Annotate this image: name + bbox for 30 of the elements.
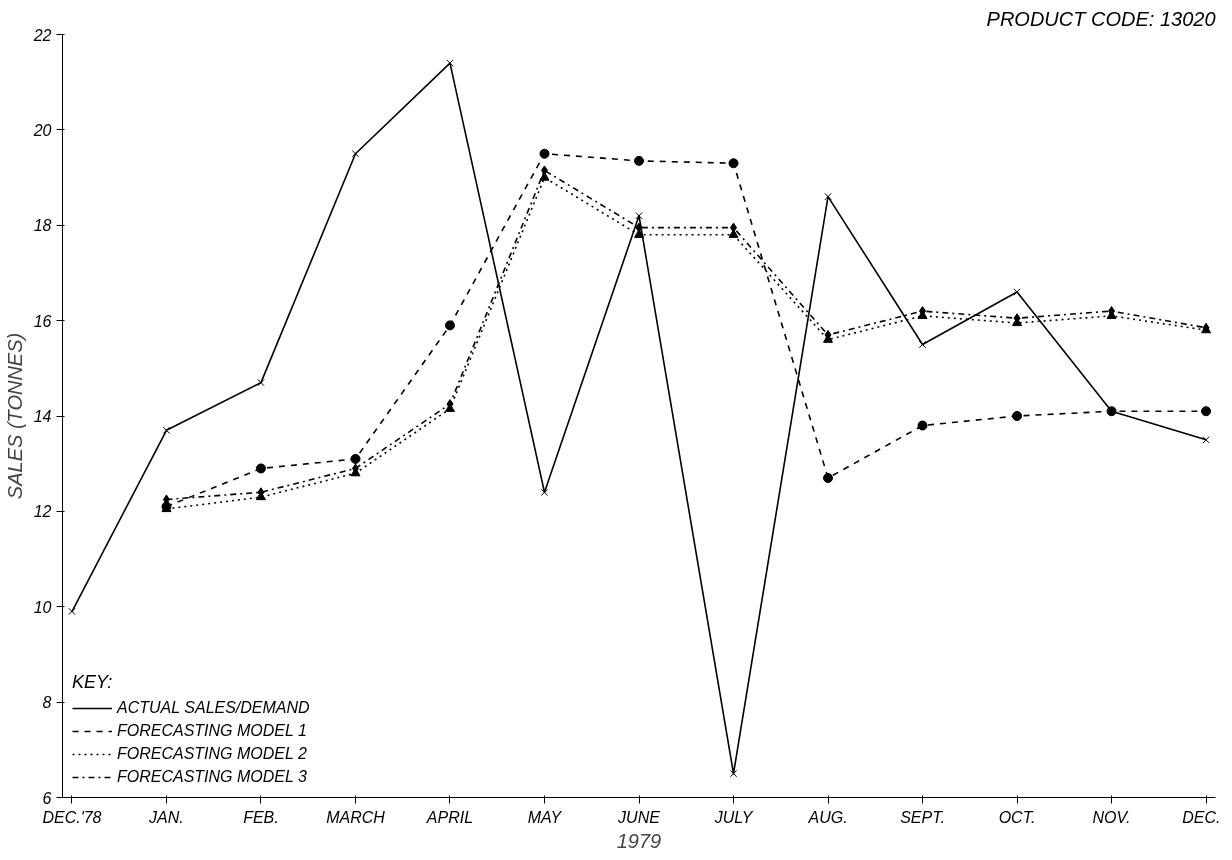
x-tick-label: MAY	[527, 808, 563, 826]
y-tick-label: 12	[33, 503, 52, 521]
x-axis-title: 1979	[616, 829, 662, 852]
y-tick-label: 6	[42, 789, 52, 807]
x-tick-label: SEPT.	[900, 808, 945, 826]
x-tick-label: JUNE	[617, 808, 661, 826]
legend-title: KEY:	[72, 672, 114, 693]
x-tick-label: DEC.	[1182, 808, 1221, 826]
legend-label: FORECASTING MODEL 1	[117, 722, 307, 740]
x-tick-label: MARCH	[326, 808, 386, 826]
y-tick-label: 20	[32, 121, 52, 139]
x-tick-label: JULY	[713, 808, 754, 826]
x-tick-label: NOV.	[1092, 808, 1131, 826]
y-tick-label: 14	[33, 408, 52, 425]
x-tick-label: APRIL	[425, 808, 474, 826]
legend-label: FORECASTING MODEL 3	[117, 768, 307, 786]
y-tick-label: 22	[32, 26, 52, 44]
y-tick-label: 10	[33, 598, 52, 616]
y-axis-title: SALES (TONNES)	[3, 332, 26, 500]
y-tick-label: 18	[33, 217, 52, 235]
x-tick-label: DEC.'78	[42, 808, 102, 826]
x-tick-label: OCT.	[998, 808, 1036, 826]
legend-label: ACTUAL SALES/DEMAND	[117, 699, 310, 717]
legend-label: FORECASTING MODEL 2	[117, 745, 307, 763]
x-tick-label: AUG.	[807, 808, 848, 826]
chart-title: PRODUCT CODE: 13020	[986, 7, 1216, 30]
y-tick-label: 8	[42, 694, 52, 712]
y-tick-label: 16	[33, 312, 52, 330]
x-tick-label: FEB.	[243, 808, 279, 826]
x-tick-label: JAN.	[148, 808, 184, 826]
